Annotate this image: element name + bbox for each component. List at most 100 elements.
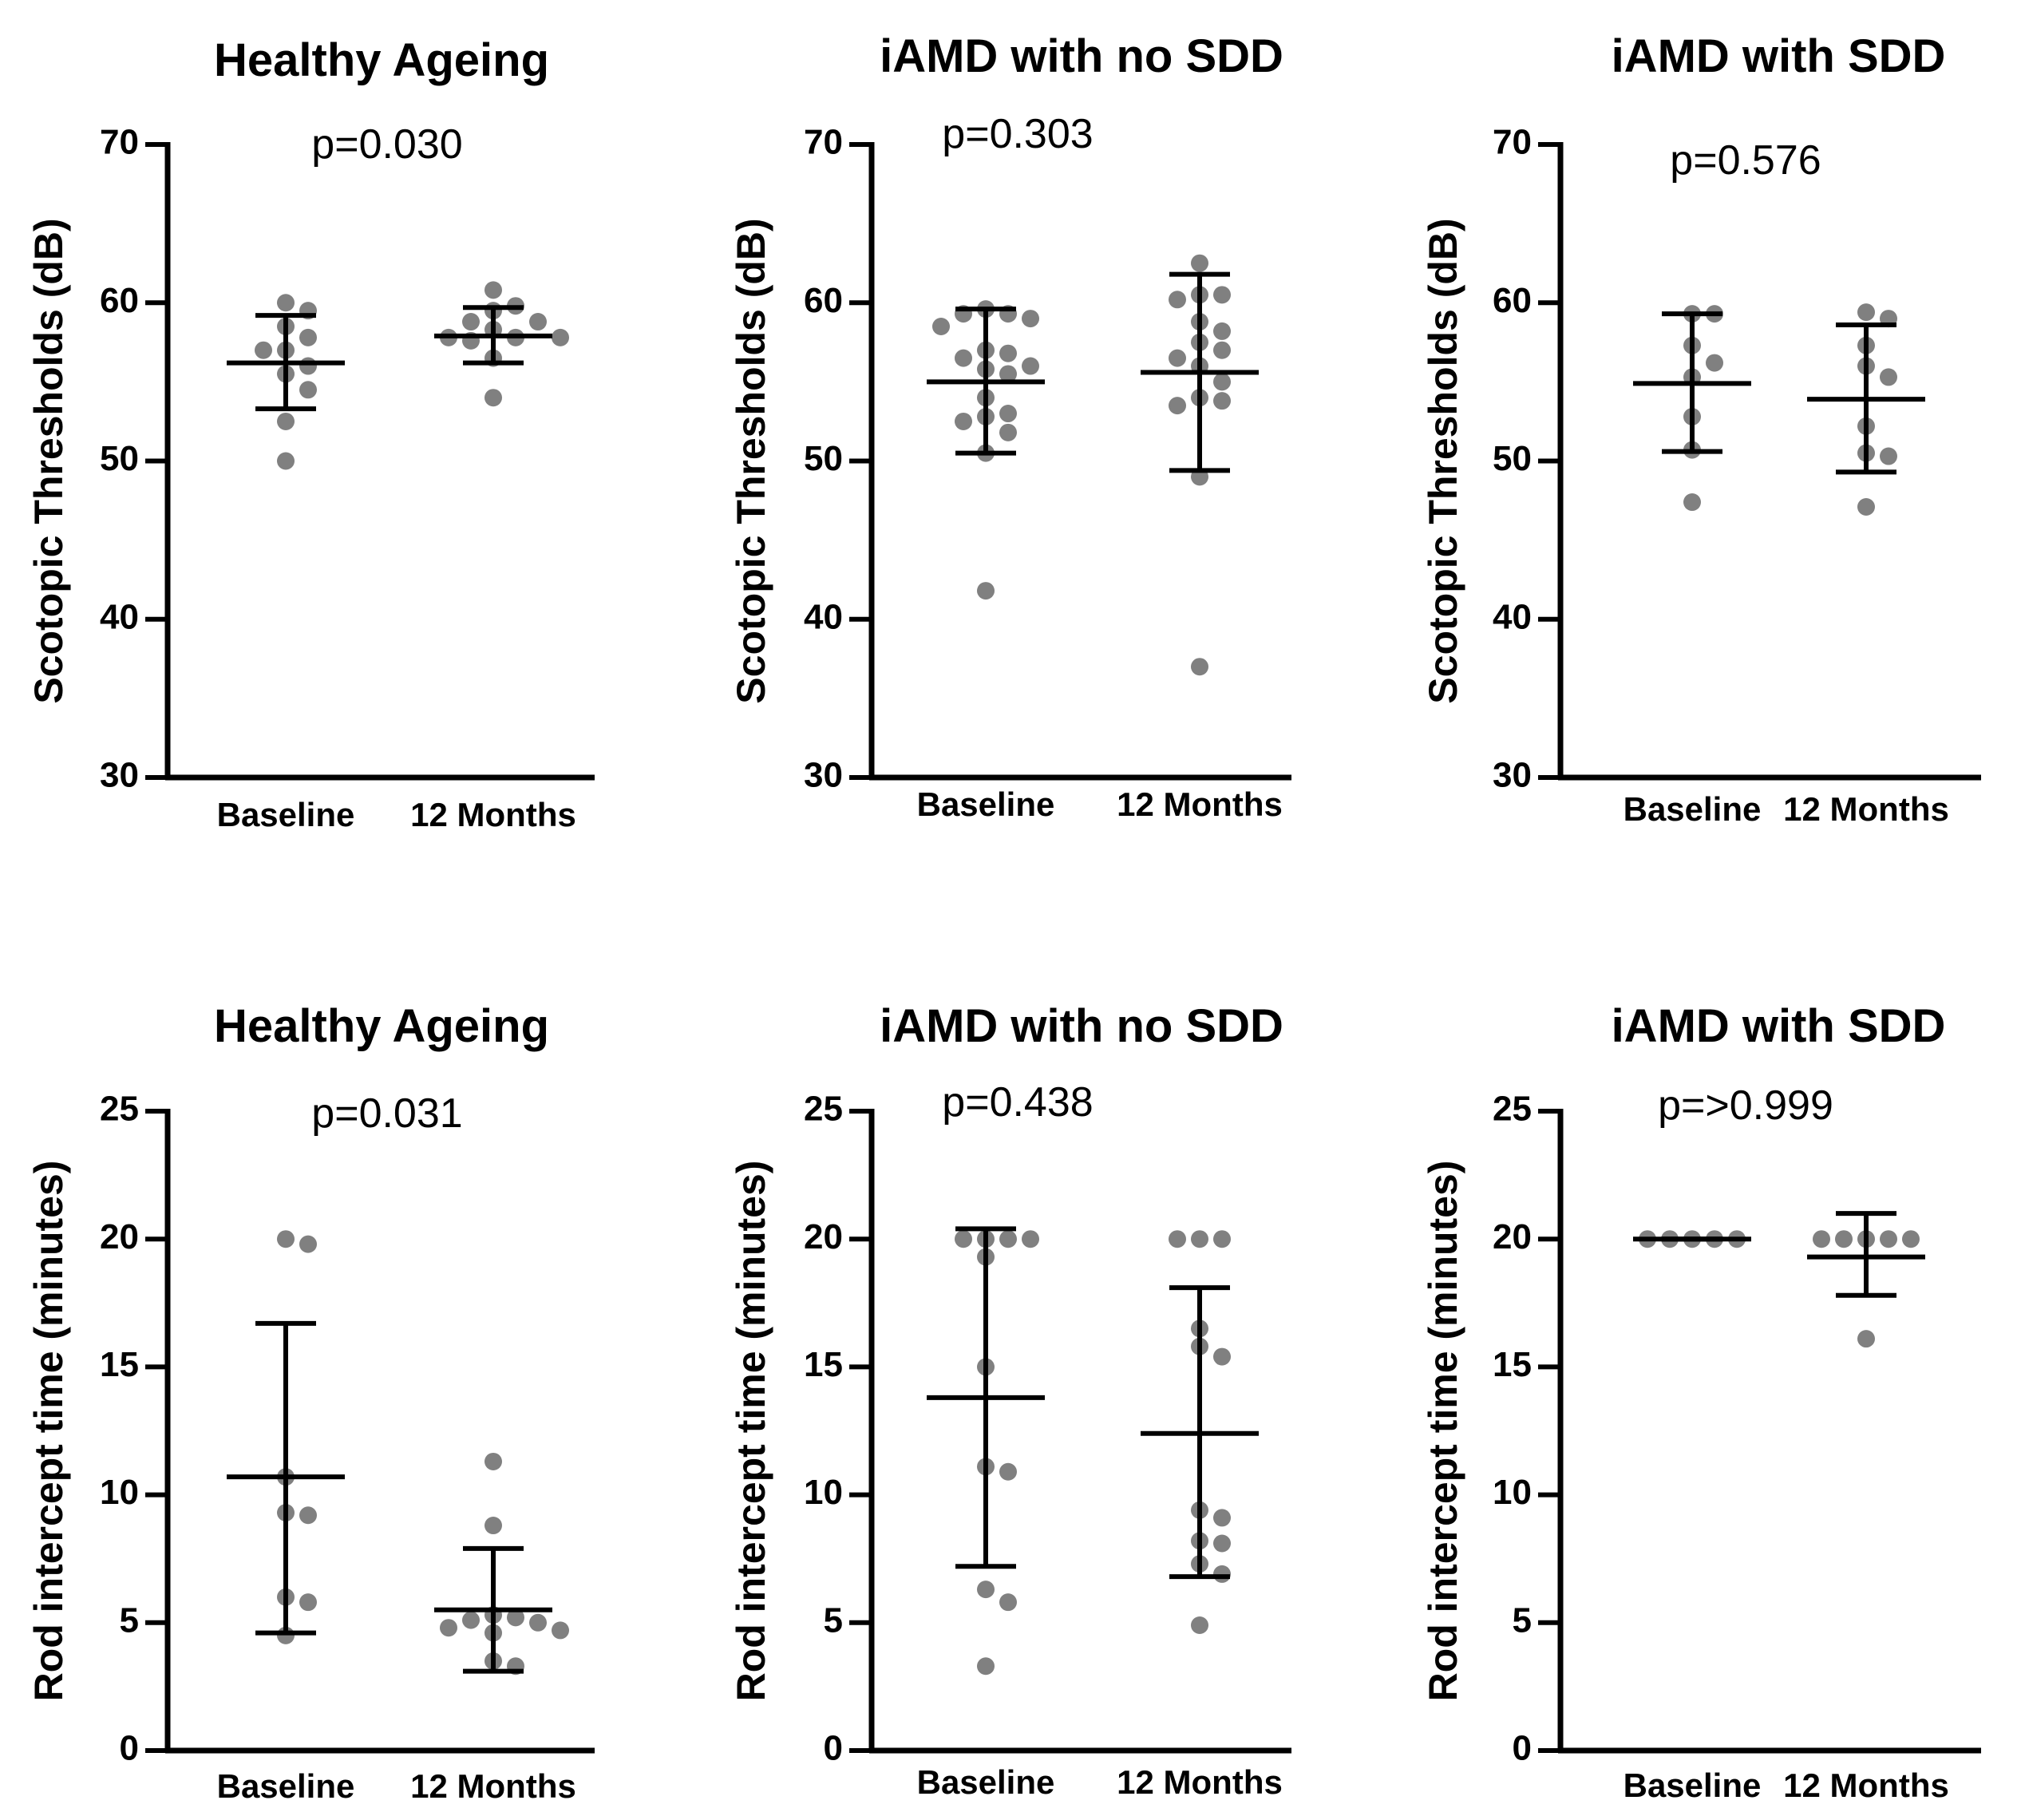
data-point [277,412,295,430]
data-point [1213,1565,1231,1583]
data-point [1706,354,1723,372]
y-tick-label: 30 [100,756,139,795]
y-tick-label: 40 [804,597,843,636]
y-tick-label: 25 [1493,1090,1532,1129]
data-point [1213,341,1231,359]
data-point [999,1230,1017,1248]
y-axis-label: Scotopic Thresholds (dB) [729,218,773,703]
y-tick-label: 60 [100,281,139,320]
data-point [1213,1534,1231,1553]
y-tick-label: 20 [804,1217,843,1256]
data-point [1902,1230,1920,1248]
data-point [484,1517,502,1535]
y-tick-label: 15 [100,1345,139,1384]
y-tick-label: 30 [1493,756,1532,795]
chart-panel-3: iAMD with SDD p=0.576 Scotopic Thresholds … [1421,30,1981,828]
data-point [1191,658,1208,676]
data-point [299,1593,317,1612]
data-point [1191,254,1208,272]
data-point [1880,447,1897,465]
data-point [999,423,1017,441]
panel-title: iAMD with no SDD [880,1000,1283,1052]
data-point [277,294,295,312]
data-point [1213,322,1231,340]
data-point [1169,291,1186,309]
data-point [1213,392,1231,410]
x-category-label: 12 Months [410,796,576,833]
p-value-label: p=0.303 [942,111,1093,157]
y-tick-label: 5 [1513,1600,1532,1640]
chart-panel-1: Healthy Ageing p=0.030 Scotopic Thresholds… [26,34,595,833]
y-tick-label: 70 [100,123,139,162]
y-tick-label: 40 [100,597,139,636]
y-tick-label: 60 [1493,281,1532,320]
y-tick-label: 15 [804,1345,843,1384]
y-tick-label: 50 [804,439,843,478]
data-point [1022,357,1039,375]
p-value-label: p=>0.999 [1658,1082,1833,1129]
data-point [507,1608,524,1627]
panel-title: Healthy Ageing [214,1000,549,1052]
data-point [999,1462,1017,1481]
y-tick-label: 0 [1513,1729,1532,1768]
y-axis-label: Scotopic Thresholds (dB) [26,218,71,703]
data-point [999,1593,1017,1612]
data-point [977,1581,995,1599]
data-point [1857,303,1875,322]
data-point [484,389,502,407]
data-point [299,1506,317,1525]
p-value-label: p=0.031 [311,1090,462,1137]
data-point [277,1230,295,1248]
data-point [1857,1330,1875,1348]
y-axis-label: Rod intercept time (minutes) [1421,1161,1465,1702]
data-point [999,365,1017,383]
y-tick-label: 20 [1493,1217,1532,1256]
y-tick-label: 50 [100,439,139,478]
data-point [529,313,547,331]
y-tick-label: 5 [120,1600,139,1640]
x-category-label: 12 Months [1783,790,1949,828]
data-point [1213,1509,1231,1527]
y-tick-label: 0 [120,1729,139,1768]
data-point [484,1452,502,1470]
data-point [955,412,972,430]
data-point [1191,1616,1208,1635]
y-tick-label: 25 [100,1090,139,1129]
data-point [1683,493,1701,512]
chart-panel-2: iAMD with no SDD p=0.303 Scotopic Threshol… [729,30,1291,823]
data-point [1022,1230,1039,1248]
data-point [1169,1230,1186,1248]
panel-title: iAMD with SDD [1612,1000,1946,1052]
data-point [1880,368,1897,386]
data-point [1022,310,1039,328]
data-point [1169,397,1186,415]
data-point [529,1613,547,1632]
x-category-label: Baseline [917,1763,1055,1801]
data-point [440,1619,457,1637]
data-point [977,1657,995,1676]
data-point [955,1230,972,1248]
data-point [999,405,1017,423]
data-point [999,344,1017,362]
p-value-label: p=0.030 [311,121,462,168]
data-point [977,582,995,600]
panel-title: iAMD with no SDD [880,30,1283,82]
chart-panel-4: Healthy Ageing p=0.031 Rod intercept time … [26,1000,595,1805]
y-tick-label: 25 [804,1090,843,1129]
data-point [299,357,317,375]
x-category-label: Baseline [917,785,1055,823]
data-point [1213,286,1231,304]
data-point [277,452,295,470]
x-category-label: 12 Months [1117,785,1283,823]
data-point [1813,1230,1830,1248]
y-axis-label: Scotopic Thresholds (dB) [1421,218,1465,703]
y-tick-label: 10 [100,1473,139,1512]
data-point [299,1235,317,1253]
data-point [462,313,480,331]
panel-title: Healthy Ageing [214,34,549,86]
y-tick-label: 60 [804,281,843,320]
y-tick-label: 5 [824,1600,843,1640]
y-axis-label: Rod intercept time (minutes) [26,1161,71,1702]
data-point [932,317,950,335]
